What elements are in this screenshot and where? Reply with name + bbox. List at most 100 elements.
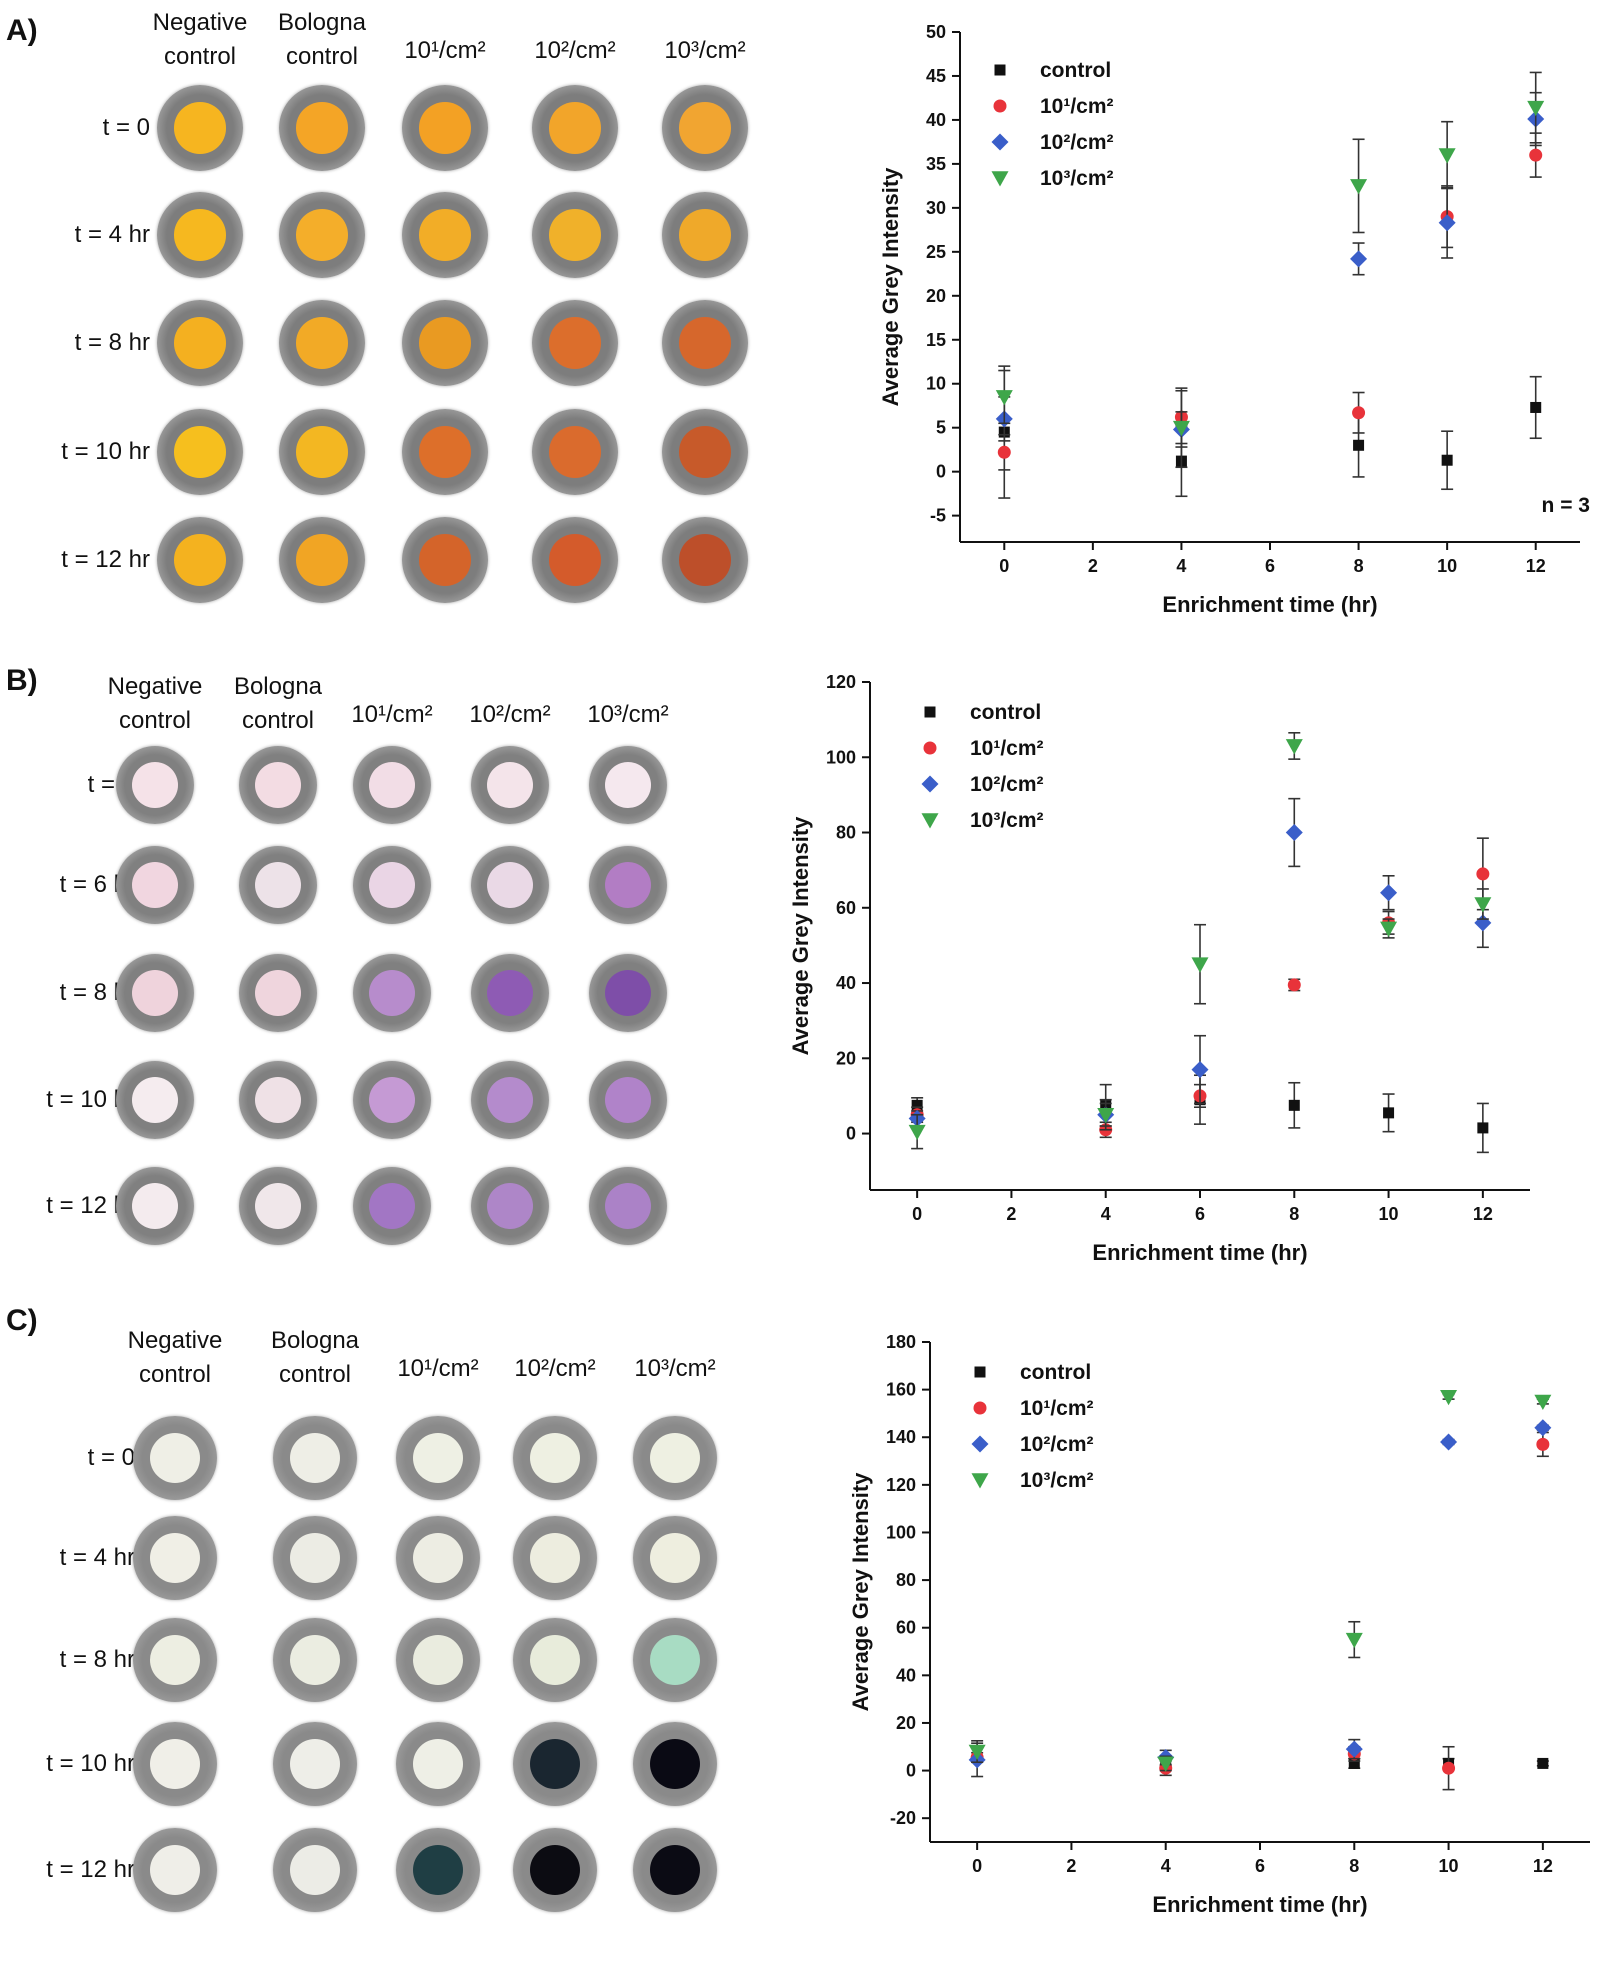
- test-spot: [157, 409, 243, 495]
- x-tick-label: 8: [1289, 1204, 1299, 1224]
- x-tick-label: 12: [1473, 1204, 1493, 1224]
- x-tick-label: 8: [1349, 1856, 1359, 1876]
- spot-center: [529, 1432, 581, 1484]
- data-point: [1440, 1389, 1458, 1406]
- spot-center: [419, 102, 471, 154]
- test-spot: [532, 409, 618, 495]
- y-tick-label: 30: [926, 198, 946, 218]
- spot-center: [254, 1076, 302, 1124]
- spot-center: [679, 534, 731, 586]
- data-point: [1345, 1632, 1363, 1649]
- legend-marker: [991, 133, 1009, 151]
- test-spot: [396, 1722, 480, 1806]
- grey-intensity-chart: 0 20 40 60 80 100 120 0 2 4 6 8 10 12 Enrichment time …: [788, 672, 1530, 1265]
- spot-center: [368, 1182, 416, 1230]
- spot-center: [296, 426, 348, 478]
- column-header: Bologna control: [233, 673, 323, 734]
- series-10³/cm²: [968, 1389, 1552, 1772]
- panel-label: C): [6, 1304, 38, 1337]
- spot-center: [649, 1844, 701, 1896]
- spot-center: [486, 969, 534, 1017]
- test-spot: [532, 85, 618, 171]
- test-spot: [279, 517, 365, 603]
- legend-marker: [994, 64, 1006, 76]
- spot-center: [296, 534, 348, 586]
- test-spot: [116, 1061, 194, 1139]
- data-point: [1438, 214, 1456, 232]
- spot-center: [649, 1532, 701, 1584]
- data-point: [997, 445, 1011, 459]
- spot-center: [486, 761, 534, 809]
- legend-label: 10¹/cm²: [970, 737, 1044, 760]
- y-tick-label: 120: [886, 1475, 916, 1495]
- legend-marker: [991, 171, 1009, 187]
- test-spot: [157, 517, 243, 603]
- y-tick-label: 60: [836, 898, 856, 918]
- data-point: [1474, 897, 1492, 913]
- test-spot: [532, 192, 618, 278]
- spot-center: [174, 209, 226, 261]
- data-point: [1527, 100, 1545, 117]
- legend-marker: [971, 1473, 989, 1489]
- y-axis-label: Average Grey Intensity: [848, 1472, 873, 1712]
- x-tick-label: 4: [1101, 1204, 1111, 1224]
- spot-center: [604, 1182, 652, 1230]
- x-tick-label: 2: [1006, 1204, 1016, 1224]
- legend-label: 10¹/cm²: [1020, 1397, 1094, 1420]
- test-spot: [279, 192, 365, 278]
- legend-label: 10³/cm²: [1020, 1469, 1094, 1492]
- data-point: [1441, 454, 1453, 466]
- y-tick-label: 20: [836, 1048, 856, 1068]
- row-label: t = 0: [87, 1444, 135, 1471]
- spot-center: [254, 969, 302, 1017]
- test-spot: [402, 192, 488, 278]
- test-spot: [133, 1416, 217, 1500]
- test-spot: [116, 1167, 194, 1245]
- test-spot: [633, 1722, 717, 1806]
- y-tick-label: 180: [886, 1332, 916, 1352]
- test-spot: [116, 746, 194, 824]
- test-spot: [513, 1618, 597, 1702]
- test-spot: [471, 1167, 549, 1245]
- spot-center: [529, 1738, 581, 1790]
- test-spot: [589, 846, 667, 924]
- legend-marker: [993, 99, 1007, 113]
- test-spot: [532, 517, 618, 603]
- test-spot: [589, 1061, 667, 1139]
- x-tick-label: 6: [1265, 556, 1275, 576]
- spot-center: [419, 317, 471, 369]
- legend-label: 10²/cm²: [1020, 1433, 1094, 1456]
- spot-center: [368, 861, 416, 909]
- data-point: [1285, 739, 1303, 755]
- spot-center: [289, 1634, 341, 1686]
- y-tick-label: 60: [896, 1618, 916, 1638]
- x-axis-label: Enrichment time (hr): [1152, 1892, 1367, 1917]
- data-point: [1350, 179, 1368, 195]
- test-spot: [471, 1061, 549, 1139]
- data-point: [1529, 148, 1543, 162]
- test-spot: [589, 954, 667, 1032]
- test-spot: [116, 954, 194, 1032]
- data-point: [1191, 957, 1209, 973]
- data-point: [1191, 1061, 1209, 1079]
- y-tick-label: 50: [926, 22, 946, 42]
- legend: control 10¹/cm² 10²/cm² 10³/cm²: [971, 1361, 1094, 1492]
- test-spot: [353, 954, 431, 1032]
- spot-center: [412, 1432, 464, 1484]
- y-tick-label: 0: [906, 1761, 916, 1781]
- spot-center: [289, 1432, 341, 1484]
- spot-center: [174, 317, 226, 369]
- spot-center: [649, 1738, 701, 1790]
- data-point: [1477, 1122, 1489, 1134]
- data-point: [1353, 439, 1365, 451]
- x-tick-label: 6: [1255, 1856, 1265, 1876]
- test-spot: [589, 746, 667, 824]
- data-point: [1536, 1437, 1550, 1451]
- y-tick-label: 100: [886, 1522, 916, 1542]
- data-point: [1288, 1099, 1300, 1111]
- spot-center: [604, 969, 652, 1017]
- y-tick-label: 80: [896, 1570, 916, 1590]
- legend-marker: [921, 775, 939, 793]
- spot-center: [149, 1844, 201, 1896]
- test-spot: [532, 300, 618, 386]
